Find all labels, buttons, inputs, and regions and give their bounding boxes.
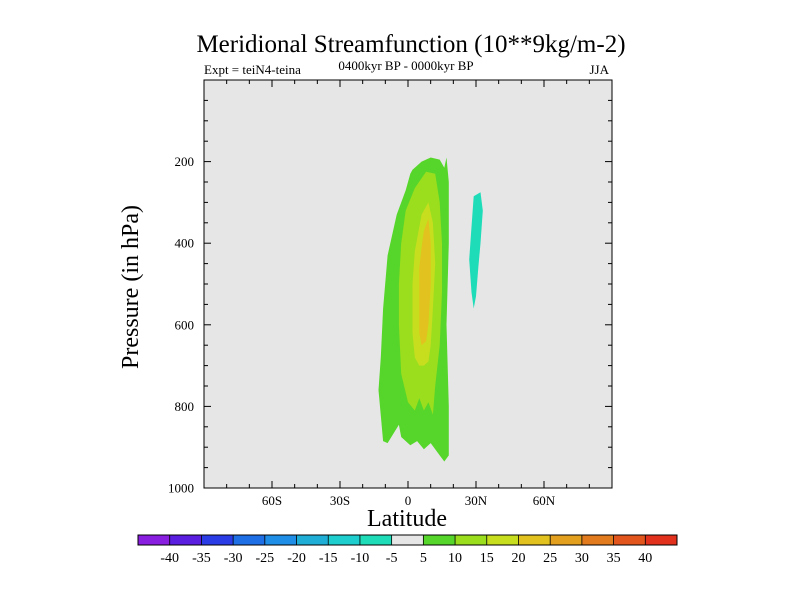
- colorbar-label: 35: [607, 551, 621, 566]
- colorbar-label: -25: [255, 551, 274, 566]
- colorbar-swatch: [169, 535, 202, 545]
- colorbar-swatch: [138, 535, 171, 545]
- y-tick-label: 400: [175, 236, 195, 251]
- contour-fills: [378, 157, 483, 462]
- colorbar-swatch: [359, 535, 392, 545]
- y-axis: 200 400 600 800 1000: [168, 99, 612, 496]
- x-tick-label: 60S: [262, 493, 282, 508]
- colorbar-label: 30: [575, 551, 589, 566]
- colorbar-swatch: [233, 535, 266, 545]
- colorbar-swatch: [296, 535, 329, 545]
- colorbar-swatch: [423, 535, 456, 545]
- colorbar-label: 20: [511, 551, 525, 566]
- chart-title: Meridional Streamfunction (10**9kg/m-2): [196, 31, 625, 58]
- colorbar-label: 15: [480, 551, 494, 566]
- x-axis-label: Latitude: [367, 506, 447, 532]
- colorbar-label: -5: [386, 551, 398, 566]
- colorbar-swatch: [550, 535, 583, 545]
- season-label: JJA: [589, 62, 609, 77]
- colorbar-label: -15: [319, 551, 338, 566]
- colorbar-label: -20: [287, 551, 306, 566]
- colorbar-swatch: [201, 535, 234, 545]
- colorbar-swatch: [613, 535, 646, 545]
- contour-negative-10-to-5: [469, 192, 483, 309]
- colorbar-swatch: [581, 535, 614, 545]
- x-tick-label: 0: [405, 493, 412, 508]
- colorbar-swatch: [518, 535, 551, 545]
- y-tick-label: 800: [175, 399, 195, 414]
- experiment-label: Expt = teiN4-teina: [204, 62, 301, 77]
- x-tick-label: 30N: [465, 493, 488, 508]
- colorbar-label: -35: [192, 551, 211, 566]
- contour-positive-20-to-25: [419, 218, 431, 346]
- period-label: 0400kyr BP - 0000kyr BP: [338, 58, 473, 73]
- colorbar-swatch: [486, 535, 519, 545]
- colorbar-swatch: [391, 535, 424, 545]
- colorbar-label: 5: [420, 551, 427, 566]
- colorbar-swatch: [264, 535, 297, 545]
- colorbar-swatch: [328, 535, 361, 545]
- colorbar-frame: [137, 534, 678, 546]
- colorbar-label: 10: [448, 551, 462, 566]
- colorbar-label: -40: [160, 551, 179, 566]
- colorbar: -40 -35 -30 -25 -20 -15 -10 -5 5 10 15 20 25 30 35 40: [137, 534, 678, 566]
- y-tick-label: 600: [175, 317, 195, 332]
- x-axis: 60S 30S 0 30N 60N: [226, 80, 590, 508]
- y-tick-label: 200: [175, 154, 195, 169]
- y-tick-label: 1000: [168, 481, 194, 496]
- x-tick-label: 30S: [330, 493, 350, 508]
- colorbar-swatch: [645, 535, 678, 545]
- colorbar-label: -10: [351, 551, 370, 566]
- y-axis-label: Pressure (in hPa): [118, 205, 144, 369]
- colorbar-label: -30: [224, 551, 243, 566]
- colorbar-label: 40: [638, 551, 652, 566]
- x-tick-label: 60N: [533, 493, 556, 508]
- colorbar-label: 25: [543, 551, 557, 566]
- colorbar-swatch: [455, 535, 488, 545]
